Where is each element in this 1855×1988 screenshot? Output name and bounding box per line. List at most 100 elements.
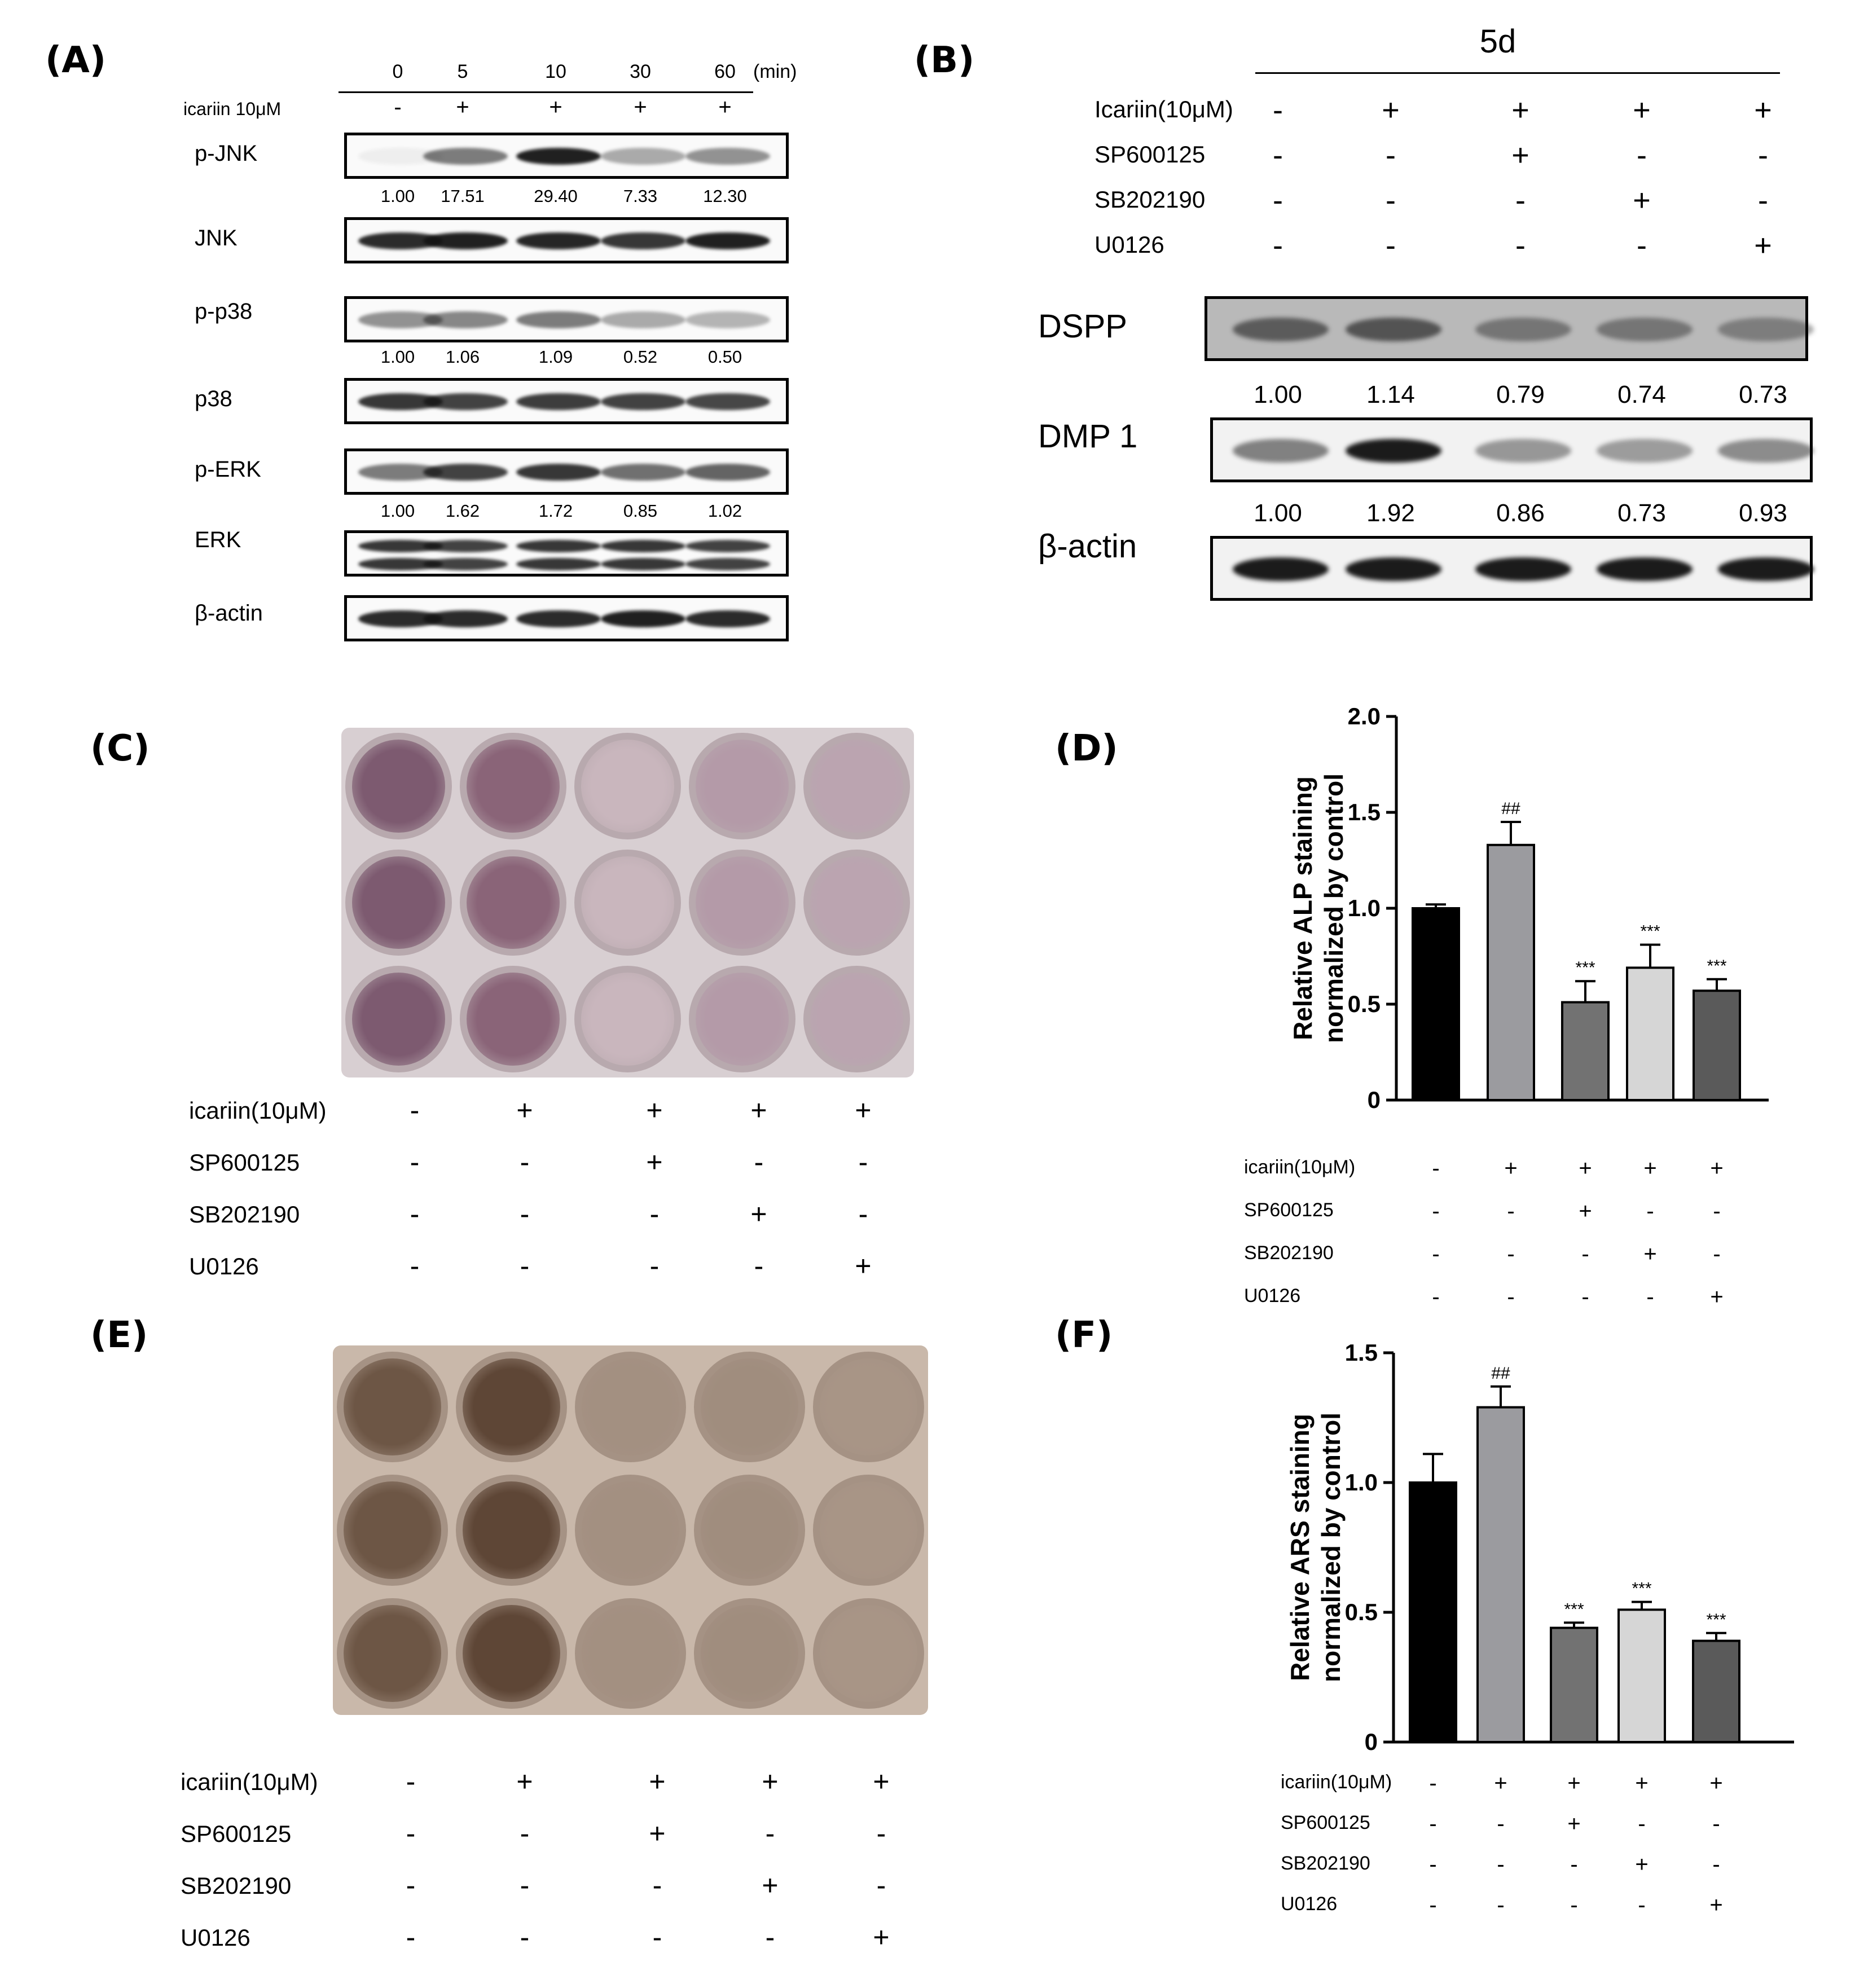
treatment-sign: + [649, 1818, 666, 1849]
treatment-sign: - [1637, 228, 1647, 262]
blot-label: ERK [195, 527, 241, 552]
blot-box [344, 530, 789, 577]
treatment-sign: - [1515, 183, 1526, 217]
treatment-sign: + [1635, 1852, 1648, 1877]
blot-band [423, 311, 508, 328]
quant-value: 1.02 [707, 501, 742, 521]
blot-band [423, 558, 508, 570]
blot-band [601, 311, 685, 328]
time-unit: (min) [753, 61, 797, 82]
y-tick-label: 0.5 [1345, 1599, 1378, 1625]
treatment-sign: - [520, 1870, 530, 1901]
time-label: 5 [457, 61, 468, 82]
blot-band [516, 311, 601, 328]
treatment-row-label: SP600125 [189, 1149, 300, 1176]
culture-well [813, 1598, 924, 1709]
quant-value: 1.00 [380, 501, 415, 521]
y-tick-label: 1.0 [1345, 1469, 1378, 1496]
treatment-row-label: icariin(10μM) [1281, 1771, 1392, 1793]
treatment-sign: - [1712, 1811, 1720, 1836]
panel-label-a: (A) [45, 39, 107, 81]
treatment-row-label: U0126 [1281, 1893, 1337, 1915]
treatment-sign: + [1579, 1156, 1592, 1181]
treatment-sign: + [855, 1250, 872, 1282]
treatment-sign: - [1432, 1199, 1439, 1224]
treatment-row-label: SB202190 [1281, 1853, 1370, 1874]
blot-band [1233, 557, 1329, 581]
time-label: 30 [630, 61, 651, 82]
treatment-sign: - [876, 1870, 886, 1901]
treatment-sign: - [1637, 138, 1647, 172]
quant-value: 1.72 [538, 501, 573, 521]
blot-band [423, 610, 508, 627]
culture-well [337, 1598, 448, 1709]
blot-band [516, 610, 601, 627]
panel-label-e: (E) [90, 1314, 148, 1356]
culture-well [574, 966, 681, 1073]
treatment-sign: - [1507, 1285, 1514, 1309]
treatment-sign: - [1273, 93, 1283, 127]
blot-band [1475, 557, 1571, 581]
culture-well [456, 1352, 567, 1463]
treatment-sign: - [1432, 1285, 1439, 1309]
treatment-sign: - [1273, 183, 1283, 217]
blot-band [685, 464, 770, 481]
treatment-sign: - [1507, 1242, 1514, 1266]
quant-value: 1.00 [380, 347, 415, 367]
treatment-sign: - [1638, 1811, 1645, 1836]
treatment-sign: + [855, 1094, 872, 1126]
treatment-row-label: U0126 [189, 1253, 259, 1279]
treatment-sign: + [549, 95, 562, 120]
treatment-sign: + [1567, 1811, 1580, 1836]
blot-label: p-ERK [195, 457, 261, 482]
quant-value: 1.09 [538, 347, 573, 367]
y-tick-label: 0 [1368, 1087, 1381, 1113]
treatment-sign: + [762, 1870, 779, 1901]
culture-well [345, 849, 452, 956]
blot-box [1210, 536, 1814, 601]
blot-band [423, 148, 508, 165]
blot-band [1475, 317, 1571, 341]
blot-box [1205, 296, 1814, 361]
significance-mark: *** [1632, 1580, 1651, 1598]
treatment-sign: + [1709, 1771, 1722, 1796]
blot-band [516, 558, 601, 570]
blot-band [685, 558, 770, 570]
treatment-sign: + [750, 1094, 767, 1126]
y-axis-label-line1: Relative ARS staining [1285, 1414, 1315, 1681]
blot-band [601, 540, 685, 552]
treatment-sign: - [406, 1818, 416, 1849]
treatment-sign: - [1273, 138, 1283, 172]
treatment-sign: + [516, 1766, 533, 1797]
culture-well [694, 1352, 805, 1463]
blot-label: p38 [195, 386, 232, 411]
culture-well [689, 732, 795, 839]
treatment-sign: - [1429, 1771, 1436, 1796]
blot-box [344, 378, 789, 424]
treatment-row-label: SB202190 [189, 1201, 300, 1228]
panel-label-c: (C) [90, 728, 150, 769]
treatment-sign: - [406, 1921, 416, 1953]
culture-well [456, 1598, 567, 1709]
treatment-sign: - [1497, 1852, 1504, 1877]
blot-band [685, 393, 770, 410]
y-tick-label: 1.5 [1348, 799, 1381, 825]
blot-label: DSPP [1038, 308, 1127, 345]
treatment-row-label: SP600125 [181, 1820, 292, 1847]
blot-label: β-actin [195, 601, 263, 626]
significance-mark: *** [1640, 922, 1660, 941]
blot-band [423, 232, 508, 249]
blot-band [423, 540, 508, 552]
blot-box [344, 217, 789, 263]
treatment-sign: + [718, 95, 732, 120]
treatment-sign: - [754, 1250, 764, 1282]
treatment-sign: - [410, 1250, 420, 1282]
treatment-sign: - [1432, 1156, 1439, 1181]
significance-mark: *** [1707, 957, 1726, 975]
blot-band [516, 148, 601, 165]
blot-band [1718, 557, 1814, 581]
treatment-sign: + [750, 1198, 767, 1230]
treatment-sign: + [646, 1146, 663, 1178]
treatment-sign: - [858, 1146, 868, 1178]
treatment-row-label: SP600125 [1094, 141, 1206, 168]
